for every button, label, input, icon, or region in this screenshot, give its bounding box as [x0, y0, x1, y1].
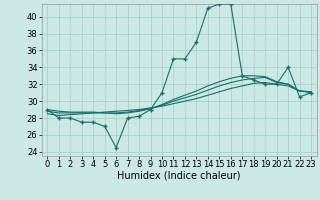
X-axis label: Humidex (Indice chaleur): Humidex (Indice chaleur) — [117, 171, 241, 181]
